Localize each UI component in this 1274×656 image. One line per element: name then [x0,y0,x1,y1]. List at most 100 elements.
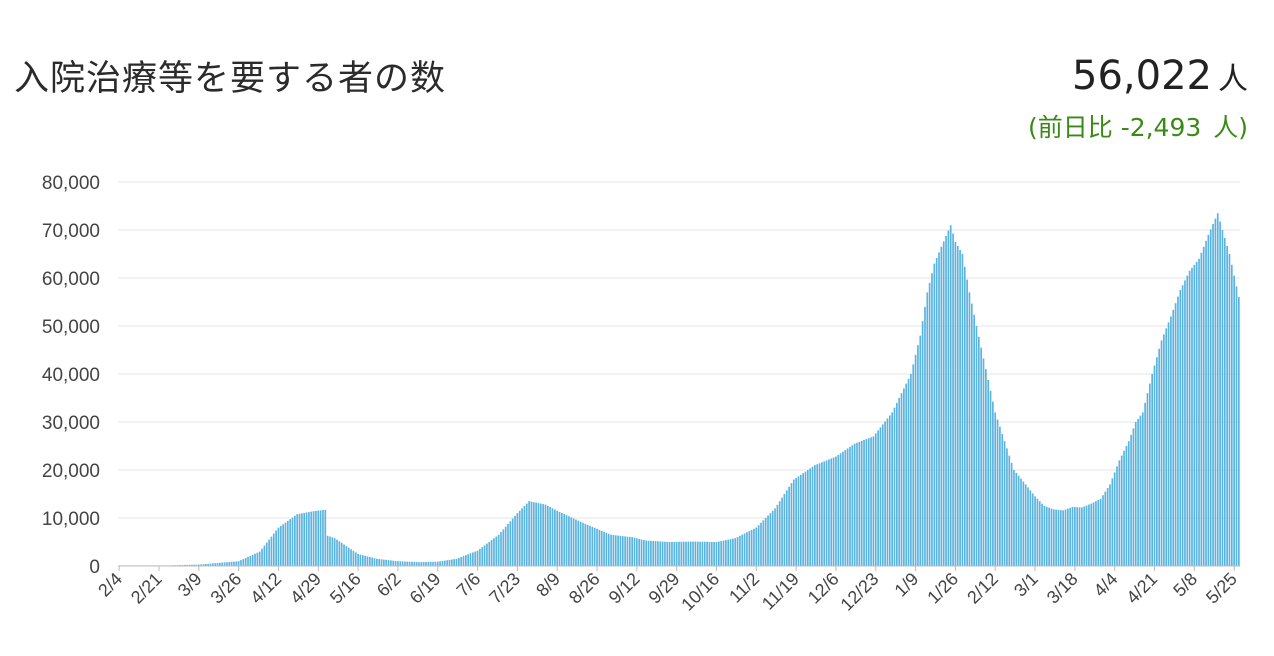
bar [233,561,235,566]
total-unit: 人 [1218,62,1248,97]
bar [635,538,638,566]
bar [488,541,491,566]
x-tick-label: 7/6 [453,569,485,601]
bar [511,518,514,566]
bar [760,522,762,566]
bar [1214,218,1217,566]
bar [207,563,210,566]
x-tick-label: 10/16 [677,569,723,615]
bar [1074,507,1076,566]
bar [525,503,528,566]
bar [1174,303,1177,566]
bar [1008,455,1011,566]
bar [668,542,671,566]
bar [938,252,940,566]
bar [1156,357,1158,566]
bar [717,541,720,566]
bar [1022,481,1025,566]
bar [989,390,992,566]
bar [331,537,334,566]
bar [521,508,523,566]
bar [1069,507,1072,566]
bar [336,539,338,566]
bar [992,401,994,566]
bar [785,490,788,566]
bar [1163,334,1165,566]
bar [1165,328,1168,566]
bar [626,536,629,566]
bar [675,541,678,566]
bar [486,543,488,566]
diff-prefix: (前日比 [1027,113,1113,142]
bar [483,545,486,566]
bar [277,527,280,566]
bar [329,536,331,566]
bar [450,559,453,566]
bar [1226,246,1228,566]
bar [830,458,833,566]
bar [319,510,322,566]
bar [1015,472,1018,566]
bar [842,451,844,566]
bar [380,559,383,566]
bar [338,541,341,566]
bar [837,454,840,566]
bar [985,369,987,566]
bar [575,519,577,566]
bar [654,541,657,566]
bar [956,246,959,566]
bar [769,513,772,566]
x-tick-label: 8/9 [532,569,564,601]
bar [821,462,823,566]
bar [947,230,950,566]
bar [1113,472,1116,566]
bar [1181,285,1184,566]
bar [455,558,458,566]
bar [867,438,870,566]
bar [603,531,605,566]
bars [118,213,1240,567]
x-tick-label: 2/12 [963,569,1002,608]
bar [563,514,566,566]
bar [640,539,643,566]
bar [565,515,568,566]
bar [755,527,758,566]
bar [968,292,971,566]
bar [361,555,364,566]
bar [350,549,352,566]
bar [823,461,826,566]
bar [577,520,580,566]
bar [1158,348,1161,566]
bar [710,541,713,566]
bar [610,534,612,566]
bar [1198,258,1200,566]
bar [708,541,711,566]
bar [600,530,603,566]
bar [261,548,263,566]
bar [1216,213,1219,566]
total-value: 56,022 [1072,53,1212,99]
x-tick-label: 6/19 [406,569,445,608]
bar [1177,296,1179,566]
bar [275,530,277,566]
bar [422,562,425,566]
bar [945,236,947,566]
bar [828,459,830,566]
bar [446,560,448,566]
bar [687,541,690,566]
bar [551,508,554,566]
bar [434,561,437,566]
bar [383,559,385,566]
bar [1076,507,1079,566]
bar [1184,280,1186,566]
bar [664,541,666,566]
bar [1097,500,1100,566]
bar [1013,470,1015,566]
x-tick-label: 7/23 [485,569,524,608]
bar [781,497,783,566]
bar [1038,501,1041,566]
bar [303,512,306,566]
bar [743,533,746,566]
bar [666,541,669,566]
